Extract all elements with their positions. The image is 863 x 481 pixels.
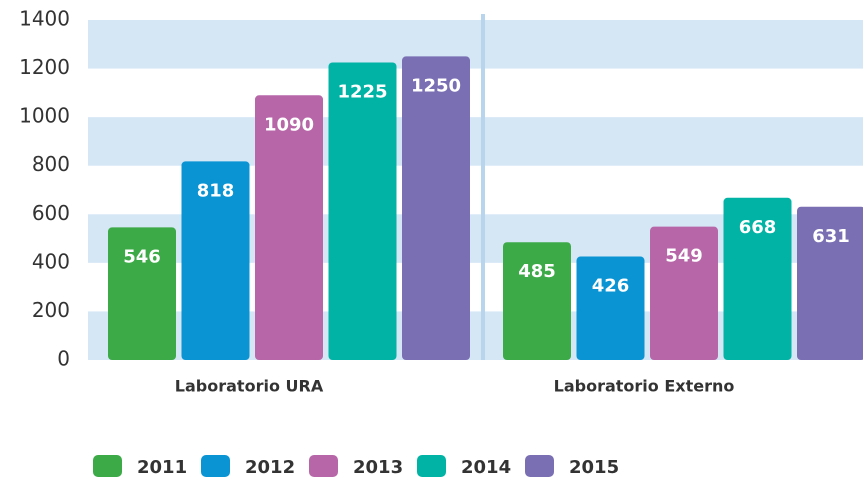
grid-band	[88, 117, 863, 166]
y-tick-label: 200	[32, 298, 70, 322]
data-label: 426	[592, 276, 630, 297]
y-tick-label: 400	[32, 249, 70, 273]
legend-swatch	[309, 455, 338, 477]
grid-band	[88, 20, 863, 69]
data-label: 485	[518, 261, 556, 282]
x-tick-label: Laboratorio URA	[175, 377, 324, 396]
y-tick-label: 1200	[19, 55, 70, 79]
bar	[797, 206, 863, 360]
y-tick-label: 1000	[19, 104, 70, 128]
bar	[181, 161, 250, 360]
bar	[650, 226, 718, 360]
bar	[503, 242, 571, 360]
legend-swatch	[417, 455, 446, 477]
legend-label: 2013	[353, 457, 403, 477]
y-tick-label: 800	[32, 152, 70, 176]
legend-swatch	[93, 455, 122, 477]
data-label: 549	[665, 246, 703, 267]
data-label: 1225	[337, 82, 387, 103]
data-label: 546	[123, 246, 161, 267]
data-label: 1090	[264, 114, 314, 135]
legend-label: 2015	[569, 457, 619, 477]
legend-swatch	[201, 455, 230, 477]
y-tick-label: 600	[32, 201, 70, 225]
y-tick-label: 1400	[19, 7, 70, 31]
bar	[723, 197, 792, 360]
data-label: 818	[197, 180, 235, 201]
bar	[576, 256, 645, 360]
data-label: 631	[812, 226, 850, 247]
x-tick-label: Laboratorio Externo	[554, 377, 735, 396]
legend-swatch	[525, 455, 554, 477]
legend-label: 2011	[137, 457, 187, 477]
y-tick-label: 0	[57, 347, 70, 371]
bar	[108, 227, 176, 360]
data-label: 1250	[411, 75, 461, 96]
legend-label: 2014	[461, 457, 511, 477]
bar	[255, 95, 323, 361]
bar	[328, 62, 397, 360]
legend-label: 2012	[245, 457, 295, 477]
bar	[402, 56, 470, 361]
data-label: 668	[739, 217, 777, 238]
